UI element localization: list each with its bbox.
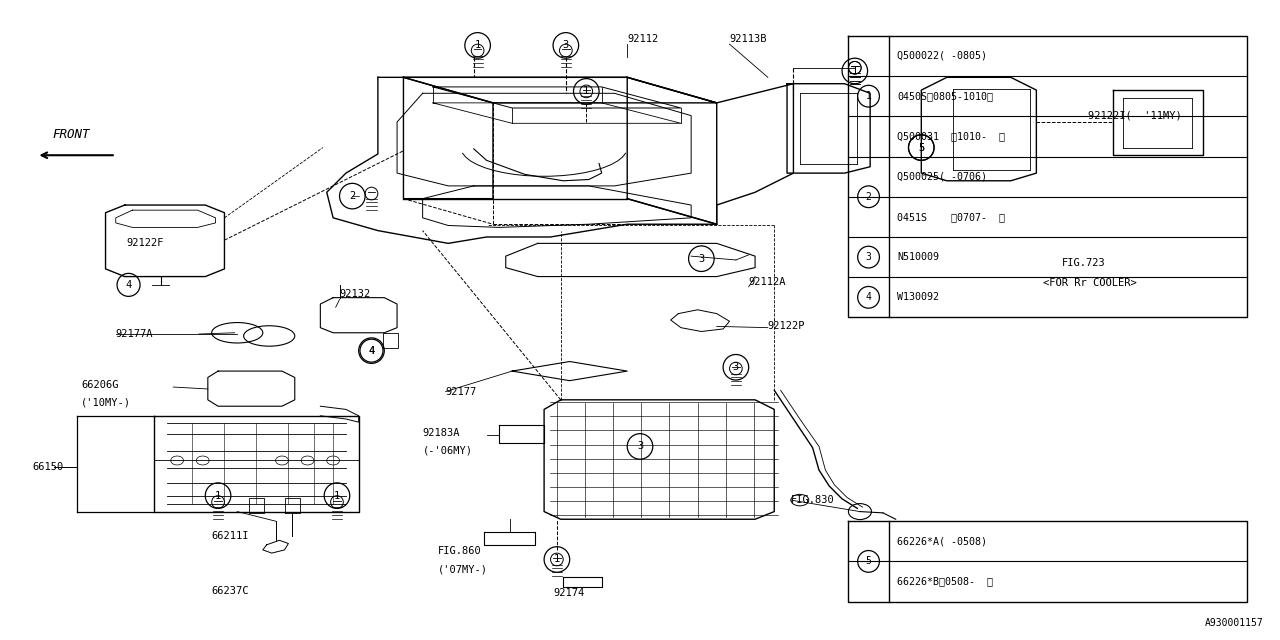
Text: 3: 3 — [563, 40, 570, 51]
Text: A930001157: A930001157 — [1206, 618, 1263, 628]
Text: ('10MY-): ('10MY-) — [81, 397, 132, 408]
Text: 1: 1 — [851, 66, 858, 76]
Text: FRONT: FRONT — [52, 128, 90, 141]
Text: 0450Sむ0805-1010め: 0450Sむ0805-1010め — [897, 91, 993, 101]
Text: 66206G: 66206G — [81, 380, 119, 390]
Text: 66226*Bむ0508-  め: 66226*Bむ0508- め — [897, 577, 993, 586]
Text: Q500031  む1010-  め: Q500031 む1010- め — [897, 131, 1005, 141]
Text: 66150: 66150 — [33, 462, 64, 472]
Text: 3: 3 — [732, 362, 739, 372]
Text: (-'06MY): (-'06MY) — [422, 445, 472, 455]
Text: 92177A: 92177A — [115, 329, 154, 339]
Text: Q500022( -0805): Q500022( -0805) — [897, 51, 987, 61]
Text: 3: 3 — [699, 253, 704, 264]
Text: 1: 1 — [865, 91, 872, 101]
Text: 66211I: 66211I — [211, 531, 250, 541]
Text: 5: 5 — [918, 143, 924, 152]
Text: ('07MY-): ('07MY-) — [438, 564, 488, 574]
Text: 4: 4 — [865, 292, 872, 302]
Text: 92174: 92174 — [553, 588, 584, 598]
Text: 66226*A( -0508): 66226*A( -0508) — [897, 536, 987, 547]
Text: FIG.830: FIG.830 — [791, 495, 835, 505]
Text: 92122P: 92122P — [768, 321, 805, 332]
Text: 5: 5 — [865, 556, 872, 566]
Text: N510009: N510009 — [897, 252, 940, 262]
Text: W130092: W130092 — [897, 292, 940, 302]
Text: 5: 5 — [918, 143, 924, 152]
Text: FIG.860: FIG.860 — [438, 546, 481, 556]
Text: 92113B: 92113B — [730, 34, 767, 44]
Text: 3: 3 — [865, 252, 872, 262]
Text: 92183A: 92183A — [422, 428, 460, 438]
Text: 92132: 92132 — [339, 289, 371, 300]
Text: 1: 1 — [584, 86, 589, 97]
Text: 92112A: 92112A — [749, 276, 786, 287]
Text: 66237C: 66237C — [211, 586, 250, 596]
Text: 92177: 92177 — [445, 387, 477, 397]
Text: 1: 1 — [334, 491, 340, 500]
Text: 2: 2 — [865, 192, 872, 202]
Text: 92122F: 92122F — [125, 238, 164, 248]
Text: 4: 4 — [125, 280, 132, 290]
Text: 1: 1 — [215, 491, 221, 500]
Text: 4: 4 — [369, 346, 375, 356]
Text: 0451S    む0707-  め: 0451S む0707- め — [897, 212, 1005, 222]
Text: 3: 3 — [637, 442, 643, 451]
Text: 4: 4 — [369, 346, 375, 356]
Text: 92112: 92112 — [627, 34, 658, 44]
Text: 92122I( -'11MY): 92122I( -'11MY) — [1088, 111, 1181, 121]
Text: FIG.723: FIG.723 — [1062, 257, 1106, 268]
Text: 1: 1 — [554, 554, 561, 564]
Text: 2: 2 — [349, 191, 356, 201]
Text: <FOR Rr COOLER>: <FOR Rr COOLER> — [1043, 278, 1137, 288]
Text: Q500025( -0706): Q500025( -0706) — [897, 172, 987, 182]
Text: 1: 1 — [475, 40, 481, 51]
